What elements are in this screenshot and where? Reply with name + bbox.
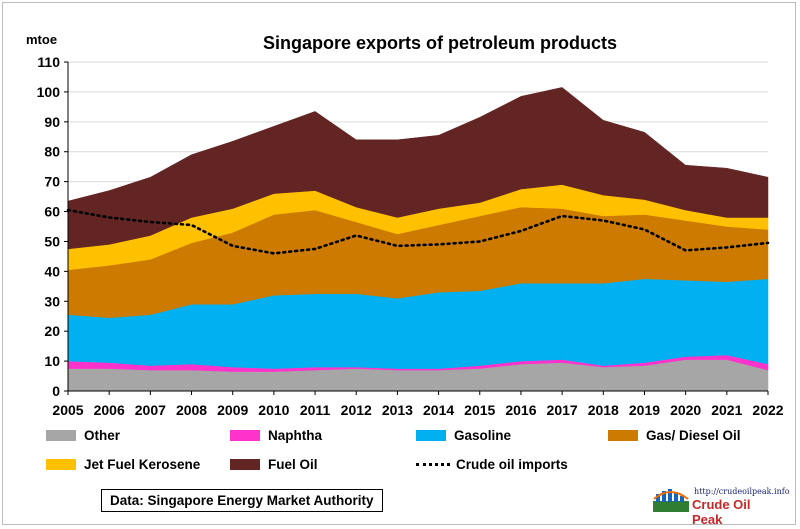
x-tick-label-2010: 2010 bbox=[258, 402, 289, 418]
legend-label-gas-diesel-oil: Gas/ Diesel Oil bbox=[646, 428, 741, 443]
y-axis-unit-label: mtoe bbox=[26, 32, 58, 47]
data-source-box: Data: Singapore Energy Market Authority bbox=[101, 489, 383, 512]
x-tick-label-2009: 2009 bbox=[217, 402, 248, 418]
x-tick-label-2007: 2007 bbox=[135, 402, 166, 418]
x-tick-label-2006: 2006 bbox=[94, 402, 125, 418]
y-tick-label-90: 90 bbox=[44, 114, 60, 130]
legend-swatch-jet-fuel-kerosene bbox=[46, 459, 76, 470]
legend-label-jet-fuel-kerosene: Jet Fuel Kerosene bbox=[84, 457, 201, 472]
legend-label-naphtha: Naphtha bbox=[268, 428, 322, 443]
legend-swatch-crude-oil-imports bbox=[416, 463, 450, 466]
legend-item-gasoline: Gasoline bbox=[416, 428, 511, 443]
y-tick-label-10: 10 bbox=[44, 353, 60, 369]
legend-swatch-other bbox=[46, 430, 76, 441]
x-tick-label-2016: 2016 bbox=[505, 402, 536, 418]
legend-label-fuel-oil: Fuel Oil bbox=[268, 457, 318, 472]
area-fuel-oil bbox=[67, 87, 769, 250]
legend-item-crude-oil-imports: Crude oil imports bbox=[416, 457, 568, 472]
x-tick-label-2017: 2017 bbox=[547, 402, 578, 418]
legend-label-crude-oil-imports: Crude oil imports bbox=[456, 457, 568, 472]
legend-item-other: Other bbox=[46, 428, 120, 443]
legend-label-gasoline: Gasoline bbox=[454, 428, 512, 443]
x-tick-label-2022: 2022 bbox=[752, 402, 783, 418]
y-tick-label-60: 60 bbox=[44, 204, 60, 220]
legend-item-fuel-oil: Fuel Oil bbox=[230, 457, 318, 472]
y-tick-label-110: 110 bbox=[37, 54, 60, 70]
x-tick-label-2013: 2013 bbox=[382, 402, 413, 418]
y-tick-label-20: 20 bbox=[44, 323, 60, 339]
x-tick-label-2019: 2019 bbox=[629, 402, 660, 418]
legend-label-other: Other bbox=[84, 428, 121, 443]
chart-legend: Other Naphtha Gasoline Gas/ Diesel Oil J… bbox=[46, 428, 786, 478]
y-tick-label-100: 100 bbox=[37, 84, 61, 100]
x-tick-label-2020: 2020 bbox=[670, 402, 701, 418]
x-tick-label-2011: 2011 bbox=[300, 402, 331, 418]
x-tick-label-2012: 2012 bbox=[341, 402, 372, 418]
y-tick-label-0: 0 bbox=[52, 383, 60, 399]
logo-url: http://crudeoilpeak.info bbox=[694, 487, 790, 496]
x-tick-label-2018: 2018 bbox=[588, 402, 619, 418]
oil-barrel-logo-icon bbox=[653, 489, 689, 512]
x-tick-label-2021: 2021 bbox=[711, 402, 742, 418]
legend-item-jet-fuel-kerosene: Jet Fuel Kerosene bbox=[46, 457, 200, 472]
legend-swatch-gas-diesel-oil bbox=[608, 430, 638, 441]
legend-swatch-naphtha bbox=[230, 430, 260, 441]
line-crude-oil-imports bbox=[66, 208, 770, 255]
x-tick-label-2014: 2014 bbox=[423, 402, 454, 418]
legend-item-naphtha: Naphtha bbox=[230, 428, 322, 443]
y-tick-label-40: 40 bbox=[44, 263, 60, 279]
y-tick-label-50: 50 bbox=[44, 233, 60, 249]
x-tick-label-2015: 2015 bbox=[464, 402, 495, 418]
chart-title: Singapore exports of petroleum products bbox=[262, 33, 618, 53]
x-tick-label-2008: 2008 bbox=[176, 402, 207, 418]
y-tick-label-30: 30 bbox=[44, 293, 60, 309]
logo-name: Crude Oil Peak bbox=[692, 497, 751, 527]
legend-item-gas-diesel-oil: Gas/ Diesel Oil bbox=[608, 428, 741, 443]
crude-oil-peak-logo: http://crudeoilpeak.info Crude Oil Peak bbox=[652, 487, 790, 527]
legend-swatch-gasoline bbox=[416, 430, 446, 441]
y-tick-label-70: 70 bbox=[44, 174, 60, 190]
x-tick-label-2005: 2005 bbox=[52, 402, 83, 418]
legend-swatch-fuel-oil bbox=[230, 459, 260, 470]
y-tick-label-80: 80 bbox=[44, 144, 60, 160]
